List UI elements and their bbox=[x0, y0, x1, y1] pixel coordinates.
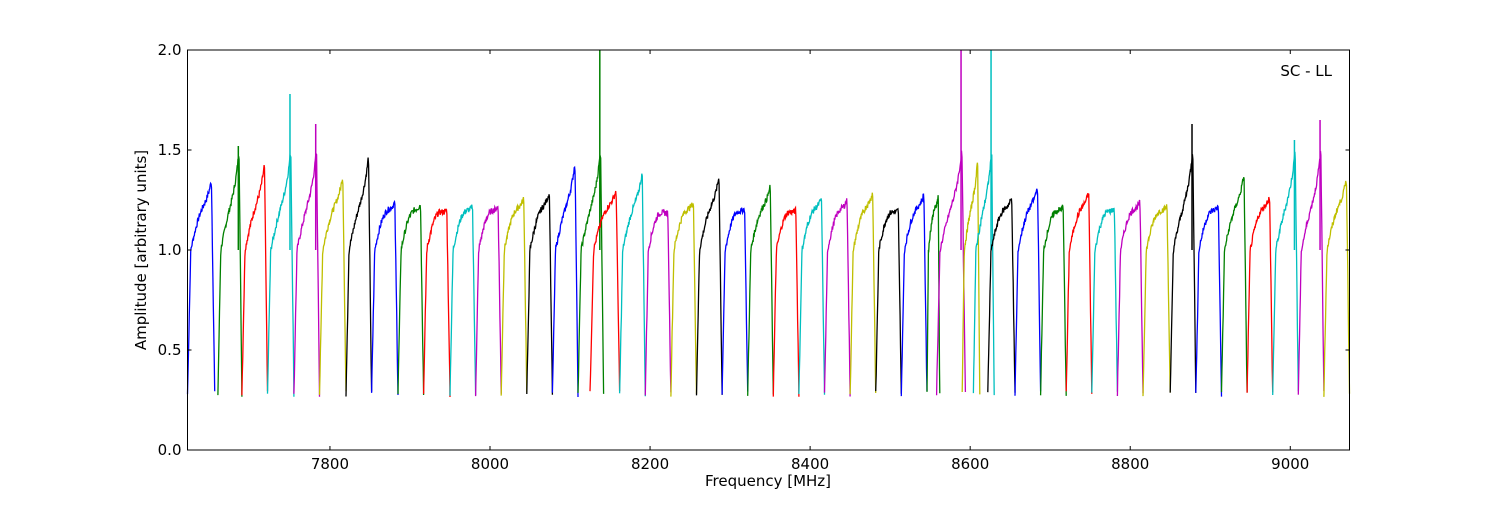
channel-line bbox=[1142, 204, 1171, 397]
channel-line bbox=[1091, 207, 1119, 393]
channel-line bbox=[474, 204, 502, 397]
channel-line bbox=[1195, 204, 1223, 397]
tick-layer: 7800 8000 8200 8400 8600 8800 9000 0.0 0.5 1.0 1.5… bbox=[158, 41, 1350, 473]
channel-line bbox=[823, 198, 851, 397]
channel-line bbox=[772, 205, 800, 397]
channel-line bbox=[849, 192, 877, 395]
y-tick-label: 0.5 bbox=[158, 341, 182, 359]
series-layer bbox=[186, 50, 1351, 398]
x-tick-label: 8400 bbox=[791, 455, 829, 473]
x-tick-label: 9000 bbox=[1271, 455, 1309, 473]
y-tick-label: 1.5 bbox=[158, 141, 182, 159]
channel-line bbox=[318, 179, 347, 395]
x-axis-label: Frequency [MHz] bbox=[705, 472, 831, 490]
plot-frame bbox=[187, 49, 1350, 451]
channel-line bbox=[900, 193, 928, 397]
channel-line bbox=[345, 157, 373, 397]
channel-line bbox=[449, 204, 477, 396]
channel-line bbox=[397, 204, 425, 396]
channel-line bbox=[1116, 199, 1144, 397]
x-tick-label: 8200 bbox=[631, 455, 669, 473]
channel-line bbox=[186, 181, 216, 395]
channel-line bbox=[721, 207, 749, 395]
x-tick-label: 8000 bbox=[471, 455, 509, 473]
x-tick-label: 8600 bbox=[951, 455, 989, 473]
chart-annotation: SC - LL bbox=[1280, 62, 1332, 80]
channel-line bbox=[644, 208, 672, 396]
channel-line bbox=[798, 198, 826, 395]
channel-line bbox=[987, 198, 1016, 393]
channel-line bbox=[1323, 180, 1351, 397]
channel-line bbox=[1220, 177, 1248, 393]
channel-line bbox=[1246, 196, 1274, 393]
y-tick-label: 2.0 bbox=[158, 41, 182, 59]
channel-line bbox=[670, 202, 698, 397]
channel-line bbox=[241, 165, 269, 396]
channel-line bbox=[589, 190, 621, 392]
channel-line bbox=[747, 184, 774, 396]
x-tick-label: 7800 bbox=[311, 455, 349, 473]
y-tick-label: 1.0 bbox=[158, 241, 182, 259]
channel-line bbox=[695, 178, 723, 396]
channel-line bbox=[875, 207, 902, 394]
y-axis-label: Amplitude [arbitrary units] bbox=[132, 150, 150, 350]
channel-line bbox=[1014, 188, 1042, 396]
channel-line bbox=[1039, 204, 1067, 396]
channel-line bbox=[526, 194, 554, 395]
channel-line bbox=[1065, 192, 1093, 394]
channel-line bbox=[618, 173, 646, 397]
channel-line bbox=[961, 162, 981, 395]
y-tick-label: 0.0 bbox=[158, 441, 182, 459]
channel-line bbox=[500, 196, 528, 396]
channel-line bbox=[370, 199, 399, 396]
channel-line bbox=[926, 195, 941, 394]
channel-line bbox=[551, 165, 579, 398]
x-tick-label: 8800 bbox=[1111, 455, 1149, 473]
channel-line bbox=[422, 208, 451, 398]
